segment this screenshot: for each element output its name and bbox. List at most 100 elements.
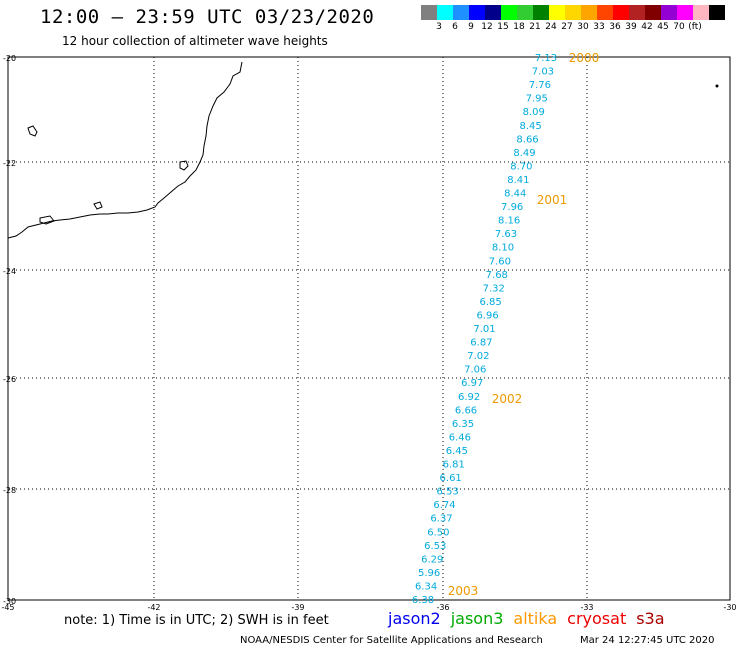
wave-height-value: 6.92 [458, 392, 480, 403]
wave-height-value: 6.53 [436, 487, 458, 498]
colorbar-swatch [661, 5, 677, 20]
longitude-label: -30 [723, 603, 736, 610]
longitude-label: -33 [580, 603, 593, 610]
colorbar [421, 5, 725, 20]
colorbar-label: 39 [625, 22, 637, 32]
wave-height-value: 8.44 [504, 189, 526, 200]
grid-lines [8, 57, 730, 600]
credit-text: NOAA/NESDIS Center for Satellite Applica… [240, 635, 543, 646]
time-label: 2002 [492, 392, 523, 406]
colorbar-label: 36 [609, 22, 621, 32]
coastline [7, 61, 243, 239]
wave-height-value: 6.38 [412, 595, 434, 606]
colorbar-swatch [437, 5, 453, 20]
latitude-label: -28 [3, 486, 16, 495]
wave-height-value: 6.50 [427, 527, 449, 538]
wave-height-value: 6.45 [446, 446, 468, 457]
wave-height-value: 7.02 [467, 351, 489, 362]
colorbar-swatch [693, 5, 709, 20]
colorbar-swatch [549, 5, 565, 20]
altimeter-track: 7.13 7.03 7.76 7.95 8.09 8.45 8.66 8.49 8.70 8.41… [412, 53, 557, 606]
latitude-label: -20 [3, 54, 16, 63]
wave-height-value: 7.01 [473, 324, 495, 335]
colorbar-swatch [597, 5, 613, 20]
satellite-legend: jason2 jason3 altika cryosat s3a [388, 609, 675, 628]
longitude-label: -36 [436, 603, 449, 610]
colorbar-swatch [485, 5, 501, 20]
wave-height-value: 6.34 [415, 581, 437, 592]
wave-height-value: 6.87 [470, 338, 492, 349]
wave-height-value: 6.61 [440, 473, 462, 484]
wave-height-value: 6.85 [480, 297, 502, 308]
note-text: note: 1) Time is in UTC; 2) SWH is in fe… [64, 613, 329, 628]
wave-height-value: 6.81 [443, 460, 465, 471]
island [93, 201, 103, 210]
timestamp-text: Mar 24 12:27:45 UTC 2020 [580, 635, 715, 646]
colorbar-label: 70 [673, 22, 685, 32]
wave-height-value: 7.13 [535, 53, 557, 64]
wave-height-value: 7.06 [464, 365, 486, 376]
time-label: 2001 [537, 193, 568, 207]
map-frame [7, 56, 731, 601]
island [39, 215, 55, 225]
colorbar-swatch [677, 5, 693, 20]
wave-height-value: 7.68 [486, 270, 508, 281]
colorbar-label: 33 [593, 22, 605, 32]
wave-height-value: 7.03 [532, 67, 554, 78]
colorbar-swatch [629, 5, 645, 20]
wave-height-value: 8.41 [507, 175, 529, 186]
colorbar-label: 27 [561, 22, 573, 32]
wave-height-value: 7.76 [529, 80, 551, 91]
colorbar-label: 6 [452, 22, 458, 32]
latitude-label: -22 [3, 159, 16, 168]
colorbar-label: 24 [545, 22, 557, 32]
colorbar-label: 15 [497, 22, 509, 32]
island [27, 125, 38, 137]
latitude-labels: -20 -22 -24 -26 -28 -30 [3, 54, 16, 606]
wave-height-value: 8.70 [510, 161, 532, 172]
wave-height-value: 7.63 [495, 229, 517, 240]
time-label: 2000 [569, 51, 600, 65]
latitude-label: -24 [3, 267, 16, 276]
longitude-label: -42 [147, 603, 160, 610]
colorbar-swatch [645, 5, 661, 20]
wave-height-value: 8.45 [519, 121, 541, 132]
legend-jason3: jason3 [450, 609, 504, 628]
wave-height-value: 8.66 [516, 134, 538, 145]
wave-height-value: 6.46 [449, 432, 471, 443]
colorbar-label: 18 [513, 22, 525, 32]
colorbar-swatch [421, 5, 437, 20]
colorbar-swatch [453, 5, 469, 20]
legend-jason2: jason2 [388, 609, 441, 628]
wave-height-value: 8.09 [523, 107, 545, 118]
colorbar-label: 21 [529, 22, 541, 32]
time-labels: 2000 2001 2002 2003 [448, 51, 600, 598]
colorbar-swatch [501, 5, 517, 20]
legend-altika: altika [513, 609, 558, 628]
wave-height-value: 5.96 [418, 568, 440, 579]
colorbar-label: 42 [641, 22, 653, 32]
longitude-label: -45 [1, 603, 14, 610]
longitude-labels: -45 -42 -39 -36 -33 -30 [1, 603, 736, 610]
colorbar-label: 45 [657, 22, 669, 32]
colorbar-label: 12 [481, 22, 493, 32]
wave-height-value: 6.37 [430, 514, 452, 525]
colorbar-swatch [565, 5, 581, 20]
time-label: 2003 [448, 584, 479, 598]
wave-height-value: 6.96 [476, 310, 498, 321]
wave-height-value: 6.53 [424, 541, 446, 552]
colorbar-swatch [613, 5, 629, 20]
map-title: 12:00 – 23:59 UTC 03/23/2020 [40, 6, 375, 28]
colorbar-swatch [581, 5, 597, 20]
longitude-label: -39 [291, 603, 304, 610]
latitude-label: -30 [3, 597, 16, 606]
island-dot [715, 84, 719, 88]
map-subtitle: 12 hour collection of altimeter wave hei… [62, 34, 328, 48]
wave-height-value: 8.16 [498, 216, 520, 227]
wave-height-value: 6.66 [455, 405, 477, 416]
colorbar-label: 9 [468, 22, 474, 32]
wave-height-value: 6.97 [461, 378, 483, 389]
latitude-label: -26 [3, 375, 16, 384]
wave-height-value: 8.49 [513, 148, 535, 159]
legend-cryosat: cryosat [567, 609, 627, 628]
